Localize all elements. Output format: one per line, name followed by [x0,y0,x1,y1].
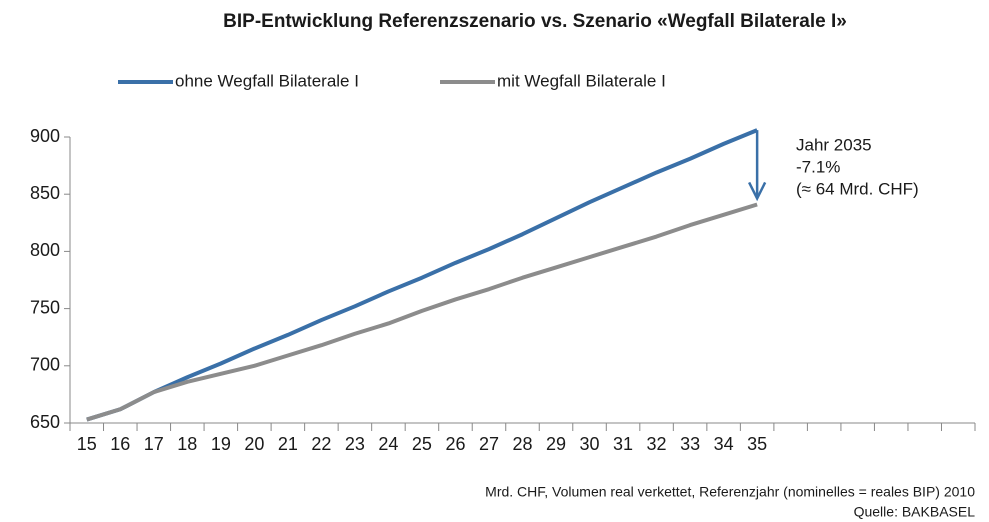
y-tick-label: 850 [30,183,60,203]
x-tick-label: 19 [211,434,231,454]
y-tick-label: 800 [30,240,60,260]
source: Quelle: BAKBASEL [854,504,976,520]
x-tick-label: 27 [479,434,499,454]
note: Mrd. CHF, Volumen real verkettet, Refere… [485,484,975,500]
x-tick-label: 33 [680,434,700,454]
series-line [86,202,758,422]
x-tick-label: 35 [747,434,767,454]
annotation: -7.1% [796,157,840,176]
x-tick-label: 22 [311,434,331,454]
x-tick-label: 29 [546,434,566,454]
legend-label: mit Wegfall Bilaterale I [497,71,666,90]
x-tick-label: 25 [412,434,432,454]
annotation: (≈ 64 Mrd. CHF) [796,179,919,198]
x-tick-label: 24 [378,434,398,454]
y-tick-label: 900 [30,126,60,146]
y-tick-label: 750 [30,297,60,317]
x-tick-label: 18 [177,434,197,454]
x-tick-label: 16 [110,434,130,454]
x-tick-label: 15 [77,434,97,454]
y-tick-label: 650 [30,412,60,432]
annotation: Jahr 2035 [796,135,872,154]
y-tick-label: 700 [30,355,60,375]
x-tick-label: 28 [512,434,532,454]
series-line [86,128,758,422]
x-tick-label: 34 [714,434,734,454]
arrow-head [748,181,767,202]
x-tick-label: 31 [613,434,633,454]
x-tick-label: 30 [580,434,600,454]
x-tick-label: 17 [144,434,164,454]
legend-label: ohne Wegfall Bilaterale I [175,71,359,90]
x-tick-label: 20 [244,434,264,454]
x-tick-label: 32 [647,434,667,454]
x-tick-label: 21 [278,434,298,454]
x-tick-label: 26 [445,434,465,454]
chart-title: BIP-Entwicklung Referenzszenario vs. Sze… [223,11,847,32]
x-tick-label: 23 [345,434,365,454]
